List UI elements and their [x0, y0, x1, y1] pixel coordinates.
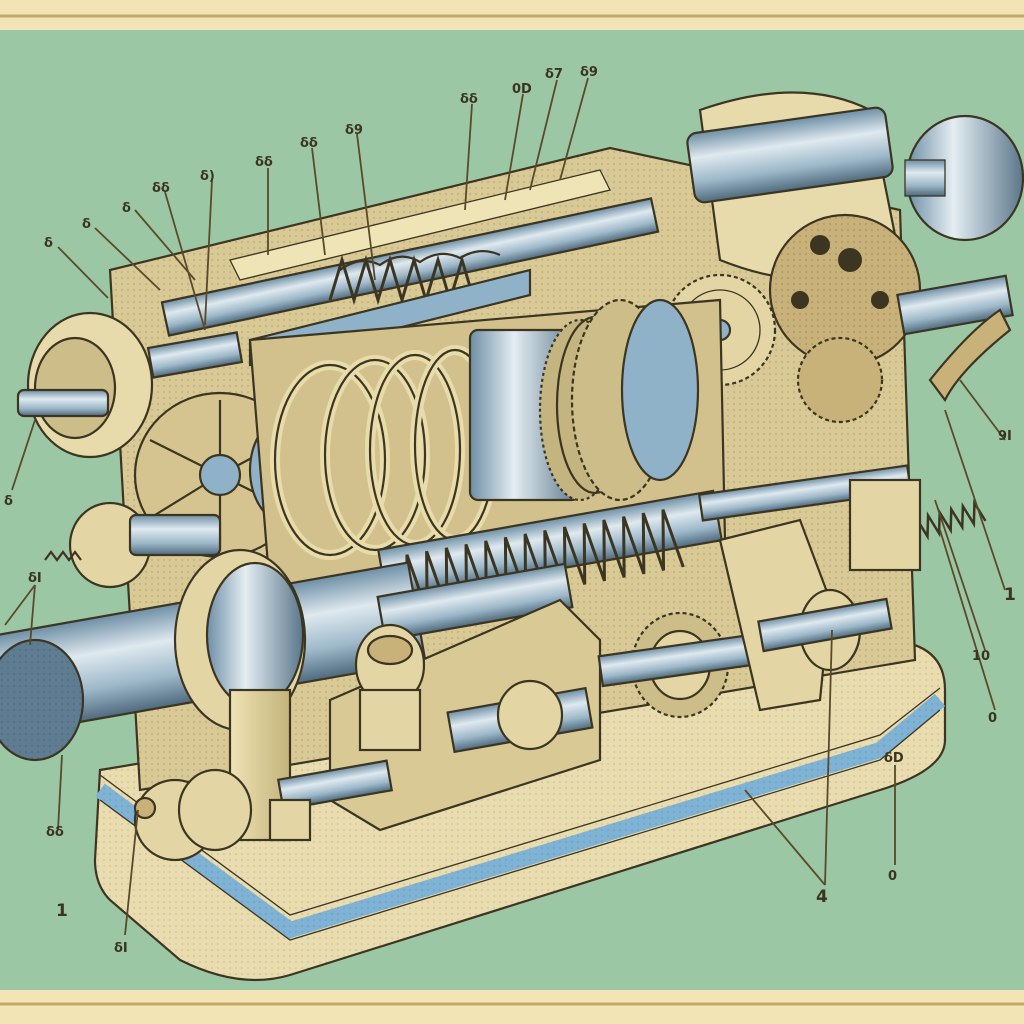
- label-r2: 1: [1004, 585, 1016, 605]
- label-b2: 0: [888, 869, 897, 884]
- label-l1: δ: [4, 494, 13, 509]
- label-c2: δ: [82, 217, 91, 232]
- label-r4: 0: [988, 711, 997, 726]
- label-b3: 4: [816, 887, 828, 907]
- label-c12: δ9: [580, 65, 598, 80]
- label-c5: δ): [200, 169, 215, 184]
- label-c7: δδ: [300, 136, 318, 151]
- label-l5: δI: [114, 941, 128, 956]
- label-l2: δI: [28, 571, 42, 586]
- label-c3: δ: [122, 201, 131, 216]
- label-c1: δ: [44, 236, 53, 251]
- label-l4: 1: [56, 901, 68, 921]
- label-b1: δD: [884, 751, 904, 766]
- label-c11: δ7: [545, 67, 563, 82]
- label-c9: δδ: [460, 92, 478, 107]
- label-c4: δδ: [152, 181, 170, 196]
- label-c8: δ9: [345, 123, 363, 138]
- label-r3: 10: [972, 649, 990, 664]
- label-r1: 9I: [998, 429, 1012, 444]
- label-c6: δδ: [255, 155, 273, 170]
- label-c10: 0D: [512, 82, 532, 97]
- label-l3: δδ: [46, 825, 64, 840]
